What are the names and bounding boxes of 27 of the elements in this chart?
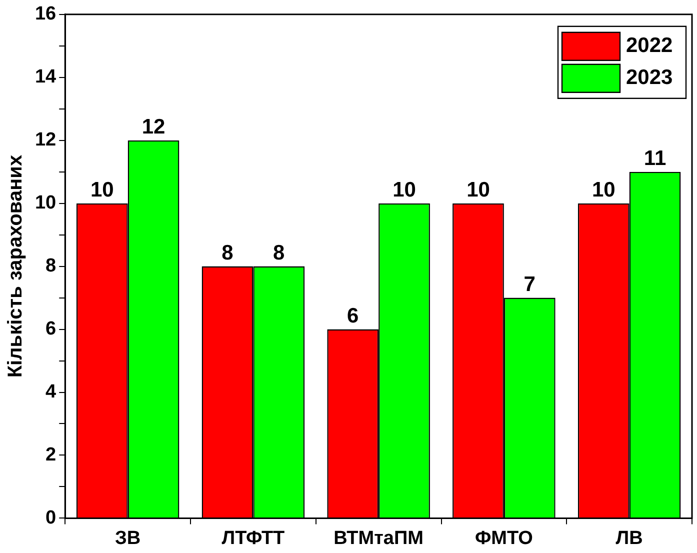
data-label: 6 [347,304,359,328]
x-tick-label: ЛВ [616,528,643,549]
data-label: 12 [142,116,166,139]
data-label: 7 [524,273,536,296]
y-axis-title: Кількість зарахованих [4,154,27,378]
data-label: 10 [90,178,114,202]
y-tick-label: 12 [34,130,56,151]
y-tick-label: 6 [46,318,56,340]
data-label: 10 [466,178,490,202]
x-tick-label: ФМТО [474,528,533,549]
y-tick-label: 0 [46,507,56,528]
data-label: 8 [222,242,234,265]
legend-label: 2022 [626,34,673,58]
legend-label: 2023 [626,66,673,90]
y-tick-label: 2 [46,444,56,466]
y-tick-label: 10 [34,192,56,214]
x-tick-label: ЛТФТТ [222,528,286,549]
y-tick-label: 8 [46,256,56,277]
data-label: 10 [392,178,416,202]
y-tick-label: 4 [46,381,57,402]
x-tick-label: ВТМтаПМ [334,528,424,549]
data-label: 8 [273,242,286,265]
data-label: 10 [592,178,616,202]
x-tick-label: ЗВ [115,528,141,549]
y-tick-label: 16 [34,4,56,25]
data-label: 11 [644,147,666,170]
y-tick-label: 14 [34,66,57,88]
